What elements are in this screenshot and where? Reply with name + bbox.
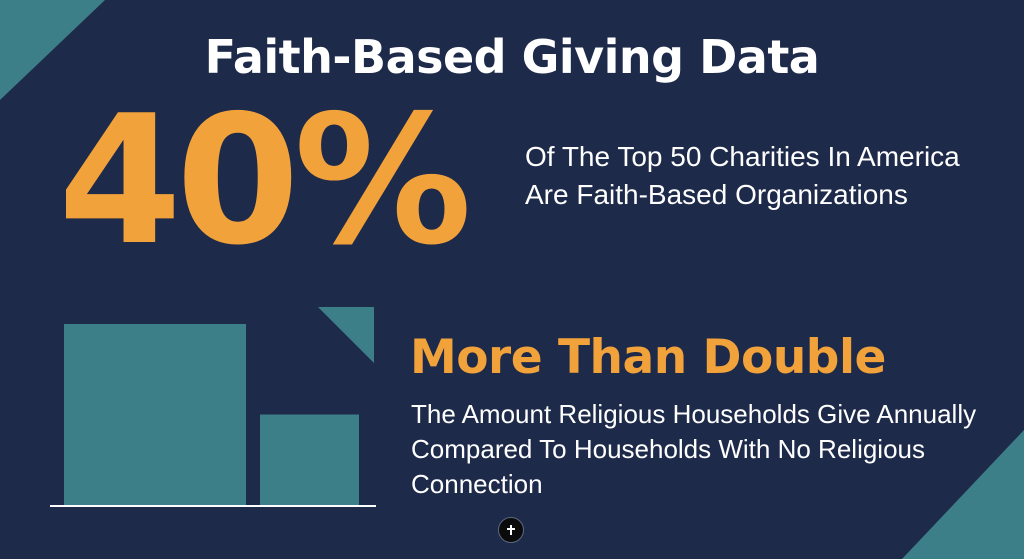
comparison-description: The Amount Religious Households Give Ann…: [411, 399, 977, 499]
page-title: Faith-Based Giving Data: [204, 30, 820, 84]
comparison-headline: More Than Double: [410, 330, 886, 385]
small-accent-triangle: [318, 307, 374, 363]
top-left-corner-triangle: [0, 0, 105, 100]
bar-0: [64, 324, 246, 505]
cross-icon: [507, 525, 515, 535]
bar-1: [260, 414, 359, 505]
comparison-bars: [64, 324, 359, 505]
bottom-right-corner-triangle: [902, 430, 1024, 559]
big-stat-value: 40%: [58, 77, 472, 284]
brand-logo: [498, 517, 524, 543]
stat-description: Of The Top 50 Charities In America Are F…: [525, 141, 960, 210]
